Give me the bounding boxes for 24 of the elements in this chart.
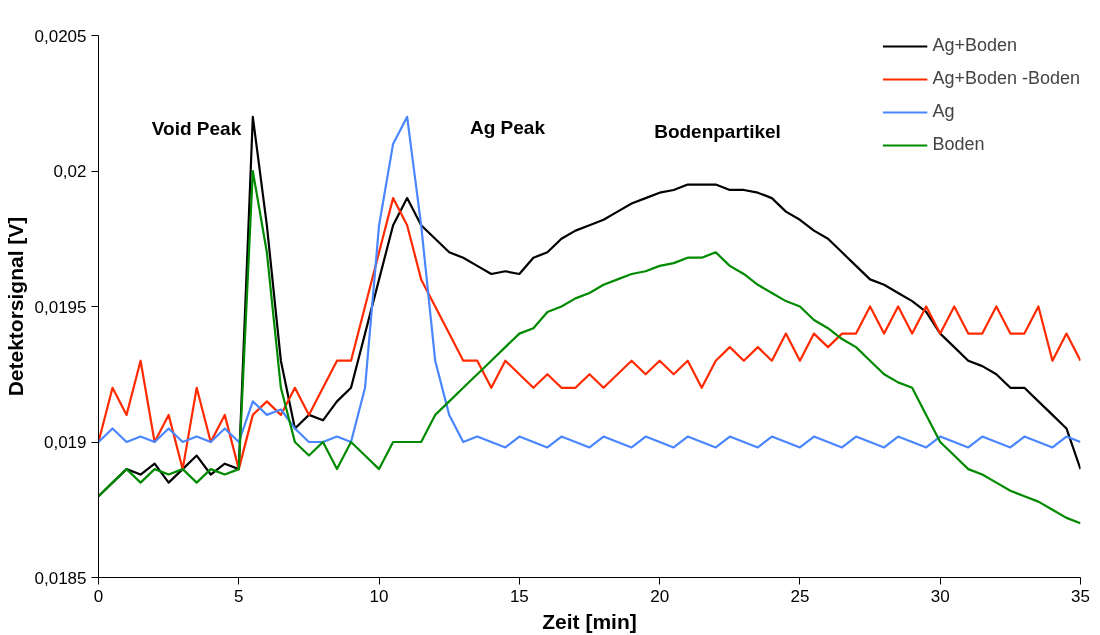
y-tick-label: 0,019 [43, 433, 87, 452]
x-tick-label: 10 [369, 586, 389, 606]
line-series [98, 169, 1081, 525]
y-tick-label: 0,0195 [34, 297, 87, 317]
legend-label: Ag+Boden [932, 35, 1017, 56]
annotation: Void Peak [151, 118, 242, 139]
x-tick-label: 20 [650, 586, 670, 606]
x-tick-label: 30 [930, 586, 950, 606]
x-tick-label: 0 [93, 586, 104, 606]
legend-label: Ag [932, 101, 955, 122]
y-axis-title: Detektorsignal [V] [3, 216, 27, 397]
x-tick-label: 25 [790, 586, 810, 606]
annotation: Ag Peak [470, 117, 546, 138]
x-axis-title: Zeit [min] [542, 609, 637, 633]
x-tick-label: 35 [1071, 586, 1090, 606]
legend-label: Boden [932, 134, 985, 155]
annotation: Bodenpartikel [654, 121, 781, 142]
y-tick-label: 0,0205 [34, 26, 87, 46]
line-series [98, 197, 1081, 471]
y-tick-label: 0,02 [53, 162, 87, 181]
x-tick-label: 5 [234, 586, 244, 606]
x-tick-label: 15 [509, 586, 529, 606]
legend-label: Ag+Boden -Boden [932, 68, 1080, 89]
y-tick-label: 0,0185 [34, 568, 87, 588]
